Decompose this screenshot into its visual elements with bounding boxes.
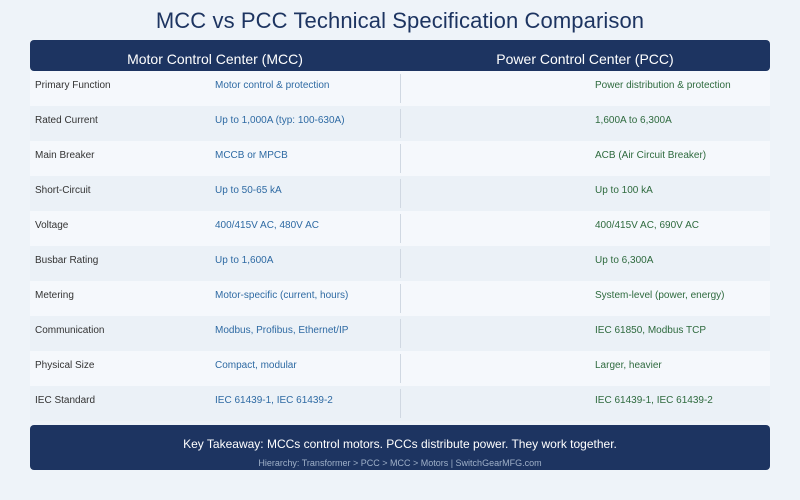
key-takeaway-banner: Key Takeaway: MCCs control motors. PCCs …	[30, 425, 770, 470]
column-divider	[400, 109, 401, 138]
table-row: Main Breaker MCCB or MPCB ACB (Air Circu…	[30, 141, 770, 176]
pcc-value: 1,600A to 6,300A	[595, 115, 672, 126]
pcc-value: Power distribution & protection	[595, 80, 731, 91]
mcc-value: Modbus, Profibus, Ethernet/IP	[215, 325, 349, 336]
page-title: MCC vs PCC Technical Specification Compa…	[155, 8, 645, 33]
column-divider	[400, 179, 401, 208]
row-label: IEC Standard	[35, 395, 96, 406]
pcc-value: 400/415V AC, 690V AC	[595, 220, 699, 231]
pcc-value: IEC 61439-1, IEC 61439-2	[595, 395, 713, 406]
column-divider	[400, 319, 401, 348]
mcc-value: IEC 61439-1, IEC 61439-2	[215, 395, 333, 406]
row-label: Communication	[35, 325, 105, 336]
table-row: Rated Current Up to 1,000A (typ: 100-630…	[30, 106, 770, 141]
key-takeaway-text: Key Takeaway: MCCs control motors. PCCs …	[183, 437, 617, 451]
row-label: Physical Size	[35, 360, 95, 371]
row-label: Short-Circuit	[35, 185, 91, 196]
table-header: Motor Control Center (MCC) Power Control…	[30, 40, 770, 71]
mcc-value: MCCB or MPCB	[215, 150, 288, 161]
column-divider	[400, 214, 401, 243]
table-row: Communication Modbus, Profibus, Ethernet…	[30, 316, 770, 351]
mcc-value: 400/415V AC, 480V AC	[215, 220, 319, 231]
row-label: Busbar Rating	[35, 255, 99, 266]
row-label: Primary Function	[35, 80, 111, 91]
column-header-pcc: Power Control Center (PCC)	[496, 51, 674, 67]
column-divider	[400, 284, 401, 313]
row-label: Rated Current	[35, 115, 98, 126]
table-row: IEC Standard IEC 61439-1, IEC 61439-2 IE…	[30, 386, 770, 421]
row-label: Voltage	[35, 220, 69, 231]
pcc-value: IEC 61850, Modbus TCP	[595, 325, 706, 336]
row-label: Metering	[35, 290, 74, 301]
column-divider	[400, 144, 401, 173]
pcc-value: Up to 6,300A	[595, 255, 654, 266]
mcc-value: Up to 1,600A	[215, 255, 274, 266]
mcc-value: Up to 50-65 kA	[215, 185, 282, 196]
column-divider	[400, 354, 401, 383]
mcc-value: Motor control & protection	[215, 80, 330, 91]
column-divider	[400, 389, 401, 418]
column-divider	[400, 249, 401, 278]
mcc-value: Motor-specific (current, hours)	[215, 290, 349, 301]
comparison-table: Primary Function Motor control & protect…	[30, 71, 770, 421]
row-label: Main Breaker	[35, 150, 95, 161]
table-row: Voltage 400/415V AC, 480V AC 400/415V AC…	[30, 211, 770, 246]
table-row: Busbar Rating Up to 1,600A Up to 6,300A	[30, 246, 770, 281]
pcc-value: ACB (Air Circuit Breaker)	[595, 150, 707, 161]
table-row: Primary Function Motor control & protect…	[30, 71, 770, 106]
hierarchy-text: Hierarchy: Transformer > PCC > MCC > Mot…	[258, 458, 542, 468]
pcc-value: System-level (power, energy)	[595, 290, 725, 301]
mcc-value: Compact, modular	[215, 360, 297, 371]
table-row: Short-Circuit Up to 50-65 kA Up to 100 k…	[30, 176, 770, 211]
table-row: Metering Motor-specific (current, hours)…	[30, 281, 770, 316]
table-row: Physical Size Compact, modular Larger, h…	[30, 351, 770, 386]
pcc-value: Larger, heavier	[595, 360, 662, 371]
column-header-mcc: Motor Control Center (MCC)	[127, 51, 303, 67]
column-divider	[400, 74, 401, 103]
mcc-value: Up to 1,000A (typ: 100-630A)	[215, 115, 345, 126]
pcc-value: Up to 100 kA	[595, 185, 653, 196]
